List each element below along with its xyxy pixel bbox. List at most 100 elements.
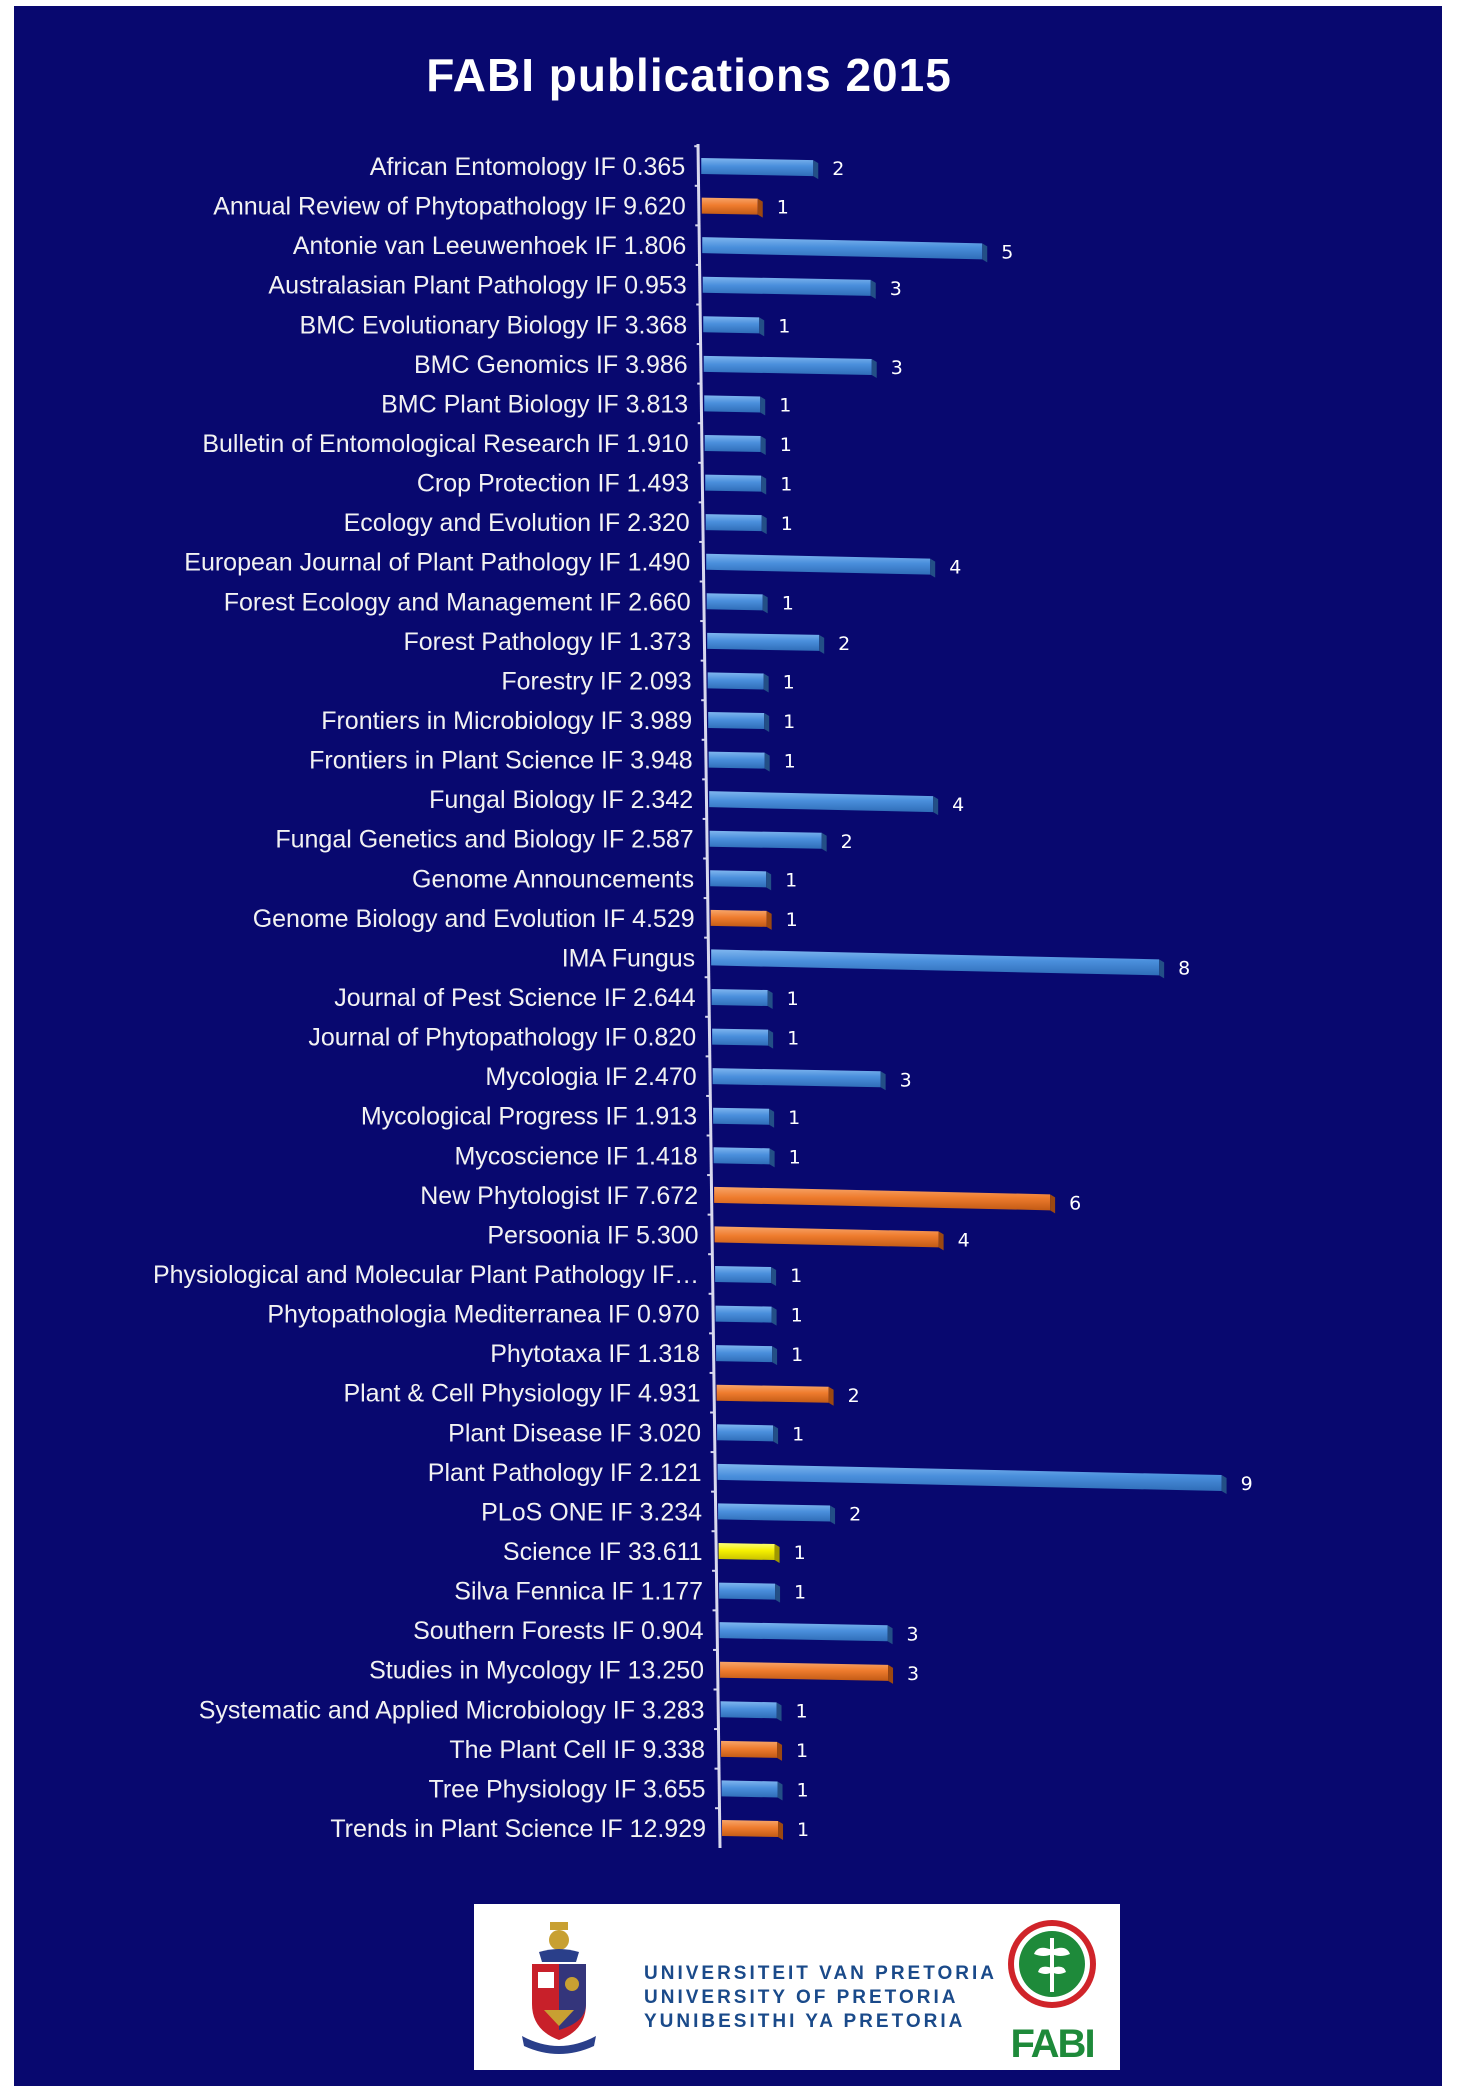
bar-side <box>763 673 769 693</box>
bar <box>706 553 931 575</box>
fabi-emblem-icon <box>1008 1920 1096 2008</box>
bar-side <box>938 1231 944 1251</box>
university-line-afrikaans: UNIVERSITEIT VAN PRETORIA <box>644 1963 997 1984</box>
value-label: 2 <box>848 1385 860 1407</box>
bar-side <box>777 1781 783 1801</box>
value-label: 8 <box>1178 957 1190 979</box>
bar-side <box>761 475 767 495</box>
bar <box>704 395 761 413</box>
value-label: 1 <box>787 1028 799 1050</box>
category-label: Phytopathologia Mediterranea IF 0.970 <box>267 1301 699 1329</box>
bar <box>715 1305 772 1323</box>
bar-side <box>819 634 825 654</box>
bar-side <box>1159 959 1165 979</box>
category-label: Antonie van Leeuwenhoek IF 1.806 <box>293 232 686 260</box>
bar-side <box>774 1544 780 1564</box>
bar-side <box>773 1425 779 1445</box>
value-label: 2 <box>841 831 853 853</box>
category-label: Frontiers in Plant Science IF 3.948 <box>309 747 693 775</box>
category-label: Mycologia IF 2.470 <box>485 1063 696 1091</box>
bar <box>716 1345 773 1363</box>
bar <box>710 909 767 927</box>
bar <box>712 1028 769 1046</box>
bar <box>721 1780 778 1798</box>
bar-side <box>767 990 773 1010</box>
bar <box>717 1463 1222 1492</box>
bar-side <box>933 796 939 816</box>
value-label: 1 <box>780 474 792 496</box>
category-label: Frontiers in Microbiology IF 3.989 <box>321 707 692 735</box>
value-label: 3 <box>900 1069 912 1091</box>
value-label: 2 <box>832 158 844 180</box>
category-label: The Plant Cell IF 9.338 <box>449 1736 705 1764</box>
bar <box>714 1186 1051 1211</box>
bar-side <box>776 1702 782 1722</box>
bar-side <box>772 1346 778 1366</box>
value-label: 5 <box>1001 241 1013 263</box>
category-label: Annual Review of Phytopathology IF 9.620 <box>213 193 686 221</box>
bar <box>705 514 762 532</box>
value-label: 2 <box>838 633 850 655</box>
value-label: 1 <box>787 988 799 1010</box>
value-label: 1 <box>791 1305 803 1327</box>
bar-side <box>760 436 766 456</box>
value-label: 1 <box>796 1740 808 1762</box>
category-label: IMA Fungus <box>562 944 695 972</box>
bar-side <box>830 1505 836 1525</box>
bar-side <box>778 1821 784 1841</box>
bar-side <box>762 594 768 614</box>
category-label: Plant & Cell Physiology IF 4.931 <box>343 1380 700 1408</box>
bar-side <box>771 1267 777 1287</box>
value-label: 1 <box>778 315 790 337</box>
category-label: New Phytologist IF 7.672 <box>420 1182 698 1210</box>
bar-side <box>768 1029 774 1049</box>
value-label: 4 <box>952 794 964 816</box>
bar <box>708 751 765 769</box>
university-line-english: UNIVERSITY OF PRETORIA <box>644 1987 959 2008</box>
value-label: 1 <box>796 1700 808 1722</box>
bar-side <box>760 396 766 416</box>
bar-side <box>771 1306 777 1326</box>
category-label: Silva Fennica IF 1.177 <box>454 1578 703 1606</box>
bar-side <box>828 1386 834 1406</box>
fabi-wordmark: FABI <box>1010 2022 1095 2066</box>
bar <box>715 1266 772 1284</box>
bar <box>713 1147 770 1165</box>
bar <box>711 989 768 1007</box>
category-label: Forestry IF 2.093 <box>501 667 691 695</box>
bar-side <box>982 243 988 263</box>
category-label: Bulletin of Entomological Research IF 1.… <box>202 430 688 458</box>
category-label: Forest Ecology and Management IF 2.660 <box>224 588 691 616</box>
value-label: 1 <box>790 1265 802 1287</box>
value-label: 1 <box>794 1542 806 1564</box>
bar-side <box>821 832 827 852</box>
category-label: Forest Pathology IF 1.373 <box>404 628 692 656</box>
bar <box>721 1740 778 1758</box>
bar <box>720 1661 889 1681</box>
logo-panel: UNIVERSITEIT VAN PRETORIA UNIVERSITY OF … <box>474 1904 1120 2070</box>
bar <box>709 830 822 849</box>
value-label: 1 <box>788 1107 800 1129</box>
bar <box>710 870 767 888</box>
university-name-block: UNIVERSITEIT VAN PRETORIA UNIVERSITY OF … <box>644 1962 997 2034</box>
bar <box>704 435 761 453</box>
bar-side <box>769 1108 775 1128</box>
bar-side <box>813 160 819 180</box>
value-label: 1 <box>779 394 791 416</box>
bar-side <box>1221 1475 1227 1495</box>
bar <box>703 316 760 334</box>
bar-side <box>880 1071 886 1091</box>
category-label: PLoS ONE IF 3.234 <box>481 1498 702 1526</box>
value-label: 1 <box>783 711 795 733</box>
bar <box>719 1622 888 1642</box>
category-label: Persoonia IF 5.300 <box>487 1221 698 1249</box>
bar <box>701 197 758 215</box>
bar-side <box>766 910 772 930</box>
bar-side <box>1050 1194 1056 1214</box>
bar-side <box>759 317 765 337</box>
bar <box>713 1107 770 1125</box>
bar <box>707 632 820 651</box>
bar <box>709 791 934 813</box>
value-label: 1 <box>777 197 789 219</box>
value-label: 3 <box>890 278 902 300</box>
